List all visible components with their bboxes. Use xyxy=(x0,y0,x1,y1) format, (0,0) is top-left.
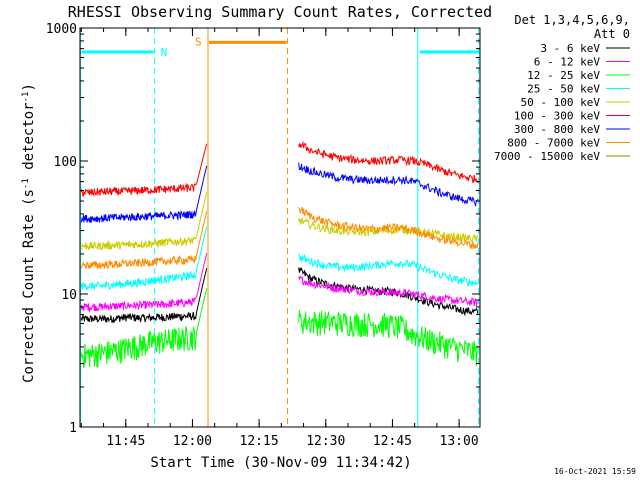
x-axis-label: Start Time (30-Nov-09 11:34:42) xyxy=(150,455,411,471)
legend-header-line1: Det 1,3,4,5,6,9, xyxy=(514,13,630,27)
y-axis-label-main: Corrected Count Rate (s xyxy=(21,189,37,383)
legend-entry-label: 100 - 300 keV xyxy=(514,110,600,123)
x-tick-label: 12:30 xyxy=(306,434,345,449)
series-line xyxy=(80,140,479,197)
x-tick-label: 12:15 xyxy=(240,434,279,449)
legend-entry-label: 50 - 100 keV xyxy=(521,96,601,109)
legend-entry-label: 300 - 800 keV xyxy=(514,123,600,136)
plot-frame xyxy=(79,27,481,428)
x-tick-label: 11:45 xyxy=(106,434,145,449)
legend-entry-label: 6 - 12 keV xyxy=(534,56,601,69)
series-line xyxy=(80,162,479,223)
y-tick-label: 1000 xyxy=(46,22,77,37)
series-line xyxy=(80,288,479,368)
y-axis-label: Corrected Count Rate (s-1 detector-1) xyxy=(21,83,37,383)
y-tick-label: 1 xyxy=(69,421,77,436)
x-tick-label: 12:45 xyxy=(373,434,412,449)
series-line xyxy=(80,267,479,324)
y-tick-label: 100 xyxy=(54,155,77,170)
legend-entry-label: 12 - 25 keV xyxy=(527,69,600,82)
legend-header-line2: Att 0 xyxy=(594,27,630,41)
series-layer xyxy=(80,140,479,368)
y-tick-label: 10 xyxy=(61,288,77,303)
x-tick-label: 12:00 xyxy=(173,434,212,449)
generation-timestamp: 16-Oct-2021 15:59 xyxy=(554,467,636,476)
series-line xyxy=(80,226,479,291)
y-axis-label-end: ) xyxy=(21,83,37,91)
series-line xyxy=(81,192,479,252)
legend-entry-label: 7000 - 15000 keV xyxy=(494,150,600,163)
legend-entry-label: 25 - 50 keV xyxy=(527,83,600,96)
tick-layer: 1 10 100 1000 11:45 12:00 12:15 12:30 12:45 13:00 xyxy=(46,22,480,449)
night-flag-label: N xyxy=(161,46,168,59)
saa-flag-label: S xyxy=(195,35,202,48)
legend-entry-label: 3 - 6 keV xyxy=(540,42,600,55)
chart-title: RHESSI Observing Summary Count Rates, Co… xyxy=(68,3,492,21)
y-axis-label-mid: detector xyxy=(21,102,37,178)
y-axis-label-sup1: -1 xyxy=(21,178,31,189)
series-line xyxy=(80,253,479,313)
y-axis-label-sup2: -1 xyxy=(21,92,31,103)
series-line xyxy=(80,206,479,270)
x-tick-label: 13:00 xyxy=(440,434,479,449)
legend-entry-label: 800 - 7000 keV xyxy=(507,137,600,150)
